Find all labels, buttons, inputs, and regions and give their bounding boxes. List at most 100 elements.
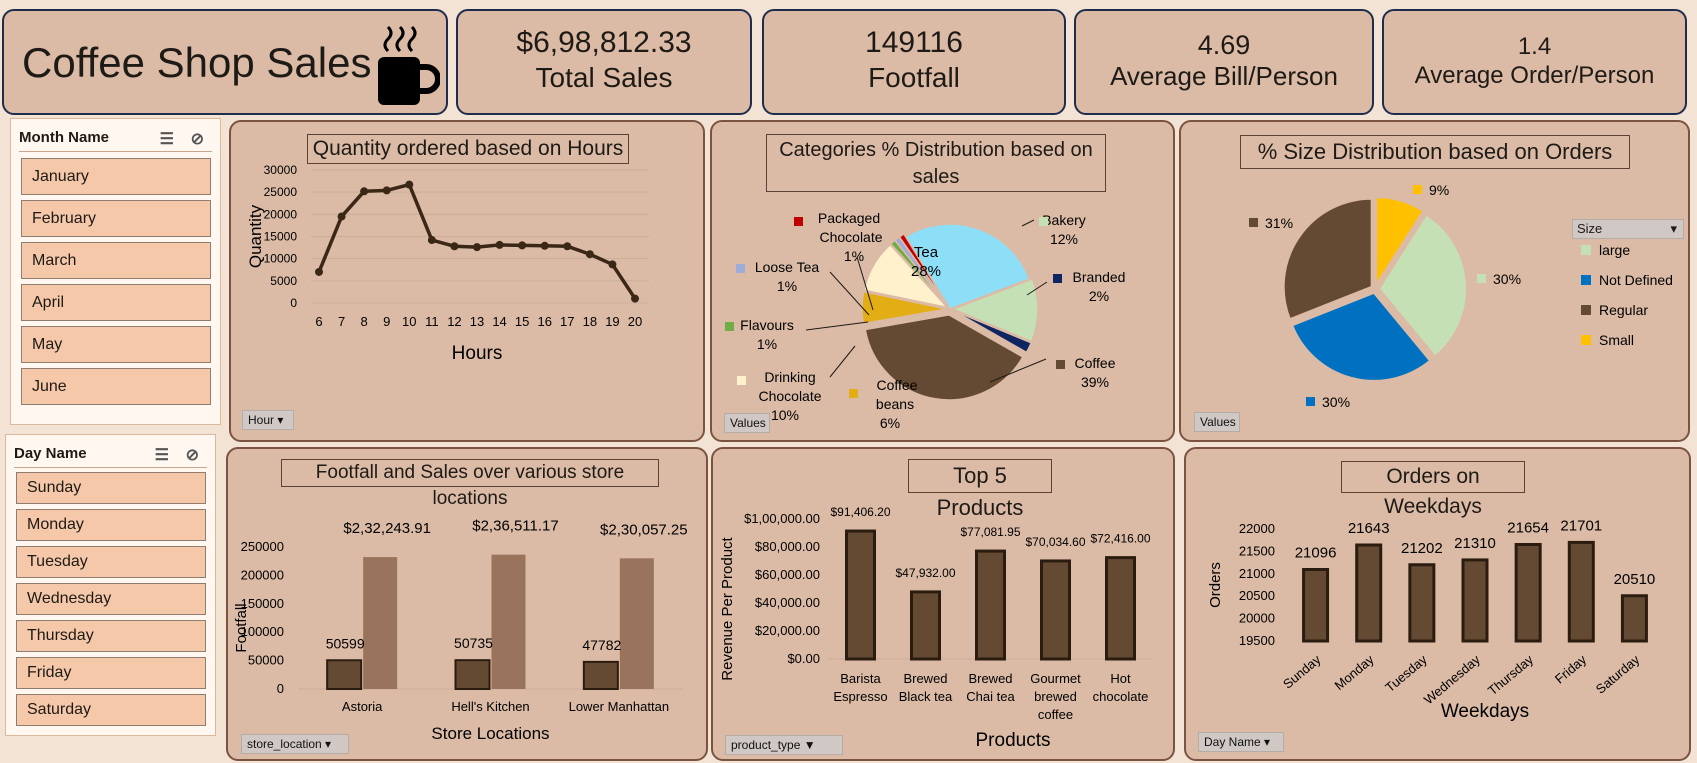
button-label: Hour — [248, 413, 275, 427]
kpi-label: Average Order/Person — [1414, 61, 1655, 89]
slice-pct: 31% — [1265, 215, 1293, 231]
chart-title: Categories % Distribution based on sales — [766, 134, 1106, 192]
x-tick-label: Barista — [840, 671, 881, 686]
y-tick-label: 250000 — [241, 539, 284, 554]
data-point — [631, 294, 639, 303]
size-pie-chart: 30% 30% 31% 9% large Not Defined Regular Small — [1249, 182, 1673, 410]
hours-line-chart: 0 5000 10000 15000 20000 25000 30000 6 7 8 9 10 11 12… — [246, 163, 649, 364]
kpi-value: 1.4 — [1517, 33, 1552, 60]
x-tick-label: Chai tea — [966, 689, 1015, 704]
x-tick-label: Monday — [1332, 651, 1377, 693]
slicer-item-april[interactable]: April — [21, 284, 211, 321]
x-tick-label: Brewed — [903, 671, 947, 686]
chart-title-line1: Categories % Distribution based on — [779, 139, 1093, 161]
slice-pct: 39% — [1081, 374, 1109, 390]
product-type-filter-button[interactable]: product_type ▼ — [725, 735, 843, 755]
x-tick-label: coffee — [1038, 707, 1073, 722]
coffee-mug-icon — [378, 25, 440, 105]
kpi-label: Total Sales — [535, 62, 673, 93]
slice-pct: 12% — [1050, 231, 1078, 247]
sales-data-label: $2,32,243.91 — [343, 520, 431, 537]
y-tick-label: $40,000.00 — [755, 595, 820, 610]
slicer-item-saturday[interactable]: Saturday — [16, 694, 206, 726]
packaged-leader — [856, 256, 874, 311]
y-tick-label: 19500 — [1239, 633, 1275, 648]
legend-label: Small — [1599, 332, 1634, 348]
x-tick-label: Friday — [1552, 651, 1590, 686]
y-tick-label: $20,000.00 — [755, 623, 820, 638]
x-tick-label: chocolate — [1093, 689, 1149, 704]
pie-slice — [952, 309, 1033, 354]
slicer-item-monday[interactable]: Monday — [16, 509, 206, 541]
slicer-item-may[interactable]: May — [21, 326, 211, 363]
x-tick-label: 6 — [315, 314, 322, 329]
clear-filter-icon[interactable]: ⊘ — [190, 131, 204, 148]
slicer-item-friday[interactable]: Friday — [16, 657, 206, 689]
categories-chart-panel: Categories % Distribution based on sales… — [710, 120, 1175, 442]
y-tick-label: 22000 — [1239, 521, 1275, 536]
slice-swatch — [1249, 218, 1258, 227]
slicer-item-march[interactable]: March — [21, 242, 211, 279]
bar-data-label: $47,932.00 — [895, 566, 955, 580]
y-axis-label: Orders — [1207, 562, 1224, 608]
multi-select-icon[interactable]: ☰ — [159, 131, 174, 148]
weekdays-bar-chart: 19500 20000 20500 21000 21500 22000 21096 Sunda… — [1207, 517, 1655, 722]
slicer-item-thursday[interactable]: Thursday — [16, 620, 206, 652]
values-button[interactable]: Values — [724, 413, 770, 433]
slice-label: Branded — [1073, 269, 1126, 285]
filter-icon: ▼ — [803, 738, 816, 752]
y-tick-label: 150000 — [241, 596, 284, 611]
chart-title: Top 5 Products — [908, 459, 1052, 520]
x-axis-label: Products — [976, 730, 1051, 751]
coffee-leader — [989, 358, 1047, 383]
legend-label: Regular — [1599, 302, 1648, 318]
x-tick-label: 15 — [515, 314, 529, 329]
slicer-item-sunday[interactable]: Sunday — [16, 472, 206, 504]
size-filter-dropdown[interactable]: Size ▾ — [1572, 219, 1684, 239]
pie-slice — [1377, 213, 1468, 358]
x-tick-label: 11 — [425, 314, 439, 329]
chart-title: Footfall and Sales over various store lo… — [281, 459, 659, 509]
bar-data-label: 21654 — [1507, 520, 1549, 537]
button-label: store_location — [247, 737, 322, 751]
slicer-item-february[interactable]: February — [21, 200, 211, 237]
slicer-item-june[interactable]: June — [21, 368, 211, 405]
slice-pct: 1% — [777, 278, 797, 294]
data-point — [563, 242, 572, 251]
slicer-item-wednesday[interactable]: Wednesday — [16, 583, 206, 615]
weekday-bar — [1408, 563, 1436, 643]
kpi-value: 149116 — [865, 26, 963, 59]
bar-data-label: 21643 — [1348, 520, 1390, 537]
legend-swatch — [725, 322, 734, 331]
values-button[interactable]: Values — [1194, 412, 1240, 432]
x-tick-label: Wednesday — [1421, 651, 1483, 707]
slice-label: Chocolate — [758, 388, 821, 404]
slice-label: Coffee — [1075, 355, 1116, 371]
multi-select-icon[interactable]: ☰ — [154, 447, 169, 464]
chart-title-line2: sales — [912, 166, 960, 188]
slice-label: Packaged — [818, 210, 880, 226]
sales-bar — [491, 554, 526, 689]
slice-pct: 30% — [1322, 394, 1350, 410]
day-name-filter-button[interactable]: Day Name ▾ — [1198, 732, 1284, 752]
slicer-item-tuesday[interactable]: Tuesday — [16, 546, 206, 578]
x-axis-label: Weekdays — [1441, 701, 1529, 722]
chevron-down-icon: ▾ — [1670, 221, 1677, 236]
kpi-label: Footfall — [868, 62, 960, 93]
slice-label: Loose Tea — [755, 259, 820, 275]
slicer-title: Month Name — [19, 129, 109, 146]
hour-filter-button[interactable]: Hour ▾ — [242, 410, 294, 430]
store-location-filter-button[interactable]: store_location ▾ — [241, 734, 349, 754]
clear-filter-icon[interactable]: ⊘ — [185, 447, 199, 464]
x-tick-label: 7 — [338, 314, 345, 329]
slicer-item-january[interactable]: January — [21, 158, 211, 195]
x-tick-label: 17 — [560, 314, 574, 329]
sales-bar — [619, 558, 654, 689]
bar-data-label: $91,406.20 — [830, 505, 890, 519]
month-slicer: Month Name ☰ ⊘ January February March Ap… — [10, 118, 221, 425]
x-tick-label: 18 — [583, 314, 597, 329]
chocolate-leader — [829, 345, 856, 378]
bakery-leader — [1021, 219, 1035, 227]
legend-label: large — [1599, 242, 1630, 258]
data-point — [405, 180, 414, 189]
